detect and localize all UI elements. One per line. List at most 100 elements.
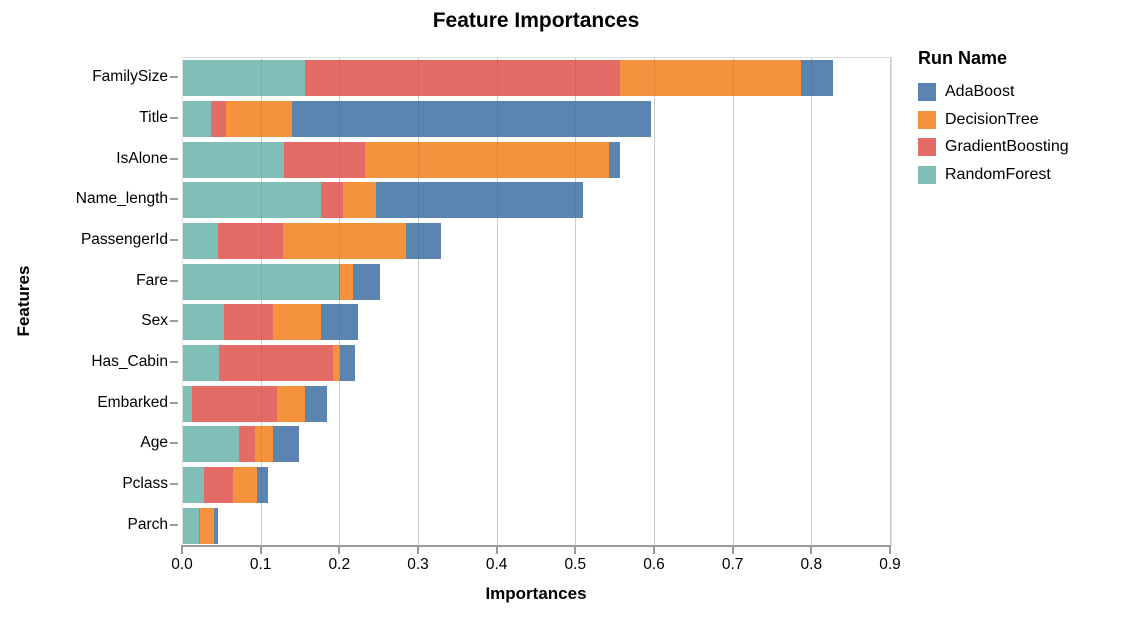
y-axis-label: IsAlone	[116, 149, 168, 167]
y-axis-tick	[170, 483, 178, 485]
legend-item-randomforest: RandomForest	[918, 165, 1069, 184]
bar-segment-adaboost	[291, 101, 652, 137]
x-axis-tick-label: 0.5	[564, 556, 587, 573]
gridline-overlay	[496, 58, 498, 546]
gridline-overlay	[418, 58, 419, 546]
gridline	[496, 58, 498, 546]
x-axis-tick	[495, 547, 498, 554]
bar-segment-adaboost	[320, 304, 359, 341]
bar-segment-decisiontree	[233, 467, 257, 503]
bar-segment-randomforest	[183, 507, 199, 544]
gridline	[418, 58, 419, 546]
y-axis-tick	[170, 279, 178, 282]
y-axis-label: PassengerId	[80, 231, 168, 248]
x-axis-tick	[574, 547, 577, 554]
bar-segment-gradientboosting	[284, 141, 365, 178]
legend-item-gradientboosting: GradientBoosting	[918, 138, 1069, 156]
gridline	[339, 58, 341, 546]
gridline-overlay	[811, 58, 813, 546]
x-axis-domain-line	[181, 545, 891, 547]
bar-segment-gradientboosting	[320, 182, 343, 219]
plot-area	[182, 57, 892, 546]
x-axis-tick	[338, 547, 341, 554]
bar-segment-gradientboosting	[191, 385, 278, 422]
x-axis-tick-label: 0.9	[879, 556, 901, 573]
y-axis-label: Parch	[127, 515, 169, 533]
gridline	[732, 58, 734, 546]
gridline-overlay	[890, 58, 891, 546]
x-axis-tick-label: 0.0	[171, 556, 193, 573]
bar-segment-randomforest	[183, 467, 205, 503]
y-axis-label: Fare	[136, 271, 168, 289]
bar-segment-decisiontree	[364, 141, 610, 178]
bar-segment-adaboost	[406, 223, 442, 259]
x-axis-tick-label: 0.6	[643, 556, 665, 573]
chart-title: Feature Importances	[432, 9, 640, 32]
x-axis-tick	[181, 547, 183, 554]
bar-segment-decisiontree	[255, 426, 273, 463]
bar-segment-randomforest	[183, 223, 219, 259]
x-axis-tick	[653, 547, 655, 554]
y-axis-label: Title	[139, 109, 168, 126]
bar-segment-decisiontree	[282, 223, 407, 259]
legend-swatch	[918, 138, 936, 156]
bar-segment-randomforest	[183, 263, 339, 300]
y-axis-tick	[170, 76, 178, 79]
gridline-overlay	[260, 58, 262, 546]
y-axis-tick	[170, 320, 178, 323]
bar-segment-randomforest	[183, 182, 321, 219]
bar-segment-adaboost	[256, 467, 268, 503]
bar-segment-gradientboosting	[204, 467, 234, 503]
bar-segment-decisiontree	[339, 263, 353, 300]
bar-segment-gradientboosting	[338, 263, 340, 300]
y-axis-tick	[170, 239, 178, 241]
bar-segment-adaboost	[213, 507, 219, 544]
bar-segment-adaboost	[304, 385, 327, 422]
bar-segment-randomforest	[183, 345, 220, 381]
y-axis-label: Has_Cabin	[91, 353, 168, 370]
legend-swatch	[918, 83, 936, 101]
bar-segment-randomforest	[183, 141, 285, 178]
x-axis-tick	[889, 547, 891, 554]
gridline-overlay	[575, 58, 577, 546]
bar-segment-gradientboosting	[198, 507, 200, 544]
legend-swatch	[918, 110, 936, 129]
bar-segment-gradientboosting	[210, 101, 227, 137]
gridline	[654, 58, 655, 546]
y-axis-tick	[170, 401, 178, 404]
y-axis-label: FamilySize	[92, 68, 168, 86]
bar-segment-adaboost	[272, 426, 300, 463]
bar-segment-gradientboosting	[218, 223, 283, 259]
x-axis-tick	[731, 547, 734, 554]
bar-segment-gradientboosting	[219, 345, 334, 381]
legend-title: Run Name	[918, 48, 1008, 68]
gridline-overlay	[654, 58, 655, 546]
legend-item-adaboost: AdaBoost	[918, 83, 1069, 101]
bar-segment-randomforest	[183, 60, 305, 97]
bar-segment-decisiontree	[272, 304, 321, 341]
y-axis-label: Pclass	[122, 475, 168, 492]
legend-swatch	[918, 165, 936, 184]
legend: Run Name AdaBoost DecisionTree GradientBoo…	[918, 48, 1069, 193]
legend-item-decisiontree: DecisionTree	[918, 110, 1069, 129]
bar-segment-adaboost	[352, 263, 381, 300]
x-axis-tick-label: 0.3	[407, 556, 429, 573]
bar-segment-randomforest	[183, 385, 192, 422]
y-axis-tick	[170, 361, 178, 363]
y-axis-tick	[170, 117, 178, 119]
legend-items: AdaBoost DecisionTree GradientBoosting Rand…	[918, 83, 1069, 184]
x-axis-tick	[417, 547, 419, 554]
gridline	[811, 58, 813, 546]
y-axis-tick	[170, 442, 178, 445]
x-axis-tick	[259, 547, 262, 554]
gridline-overlay	[732, 58, 734, 546]
bar-segment-decisiontree	[333, 345, 341, 381]
gridline	[260, 58, 262, 546]
gridline	[575, 58, 577, 546]
bar-segment-adaboost	[340, 345, 356, 381]
bar-segment-decisiontree	[277, 385, 305, 422]
bar-segment-randomforest	[183, 101, 211, 137]
y-axis-tick	[170, 198, 178, 201]
x-axis-tick	[810, 547, 813, 554]
